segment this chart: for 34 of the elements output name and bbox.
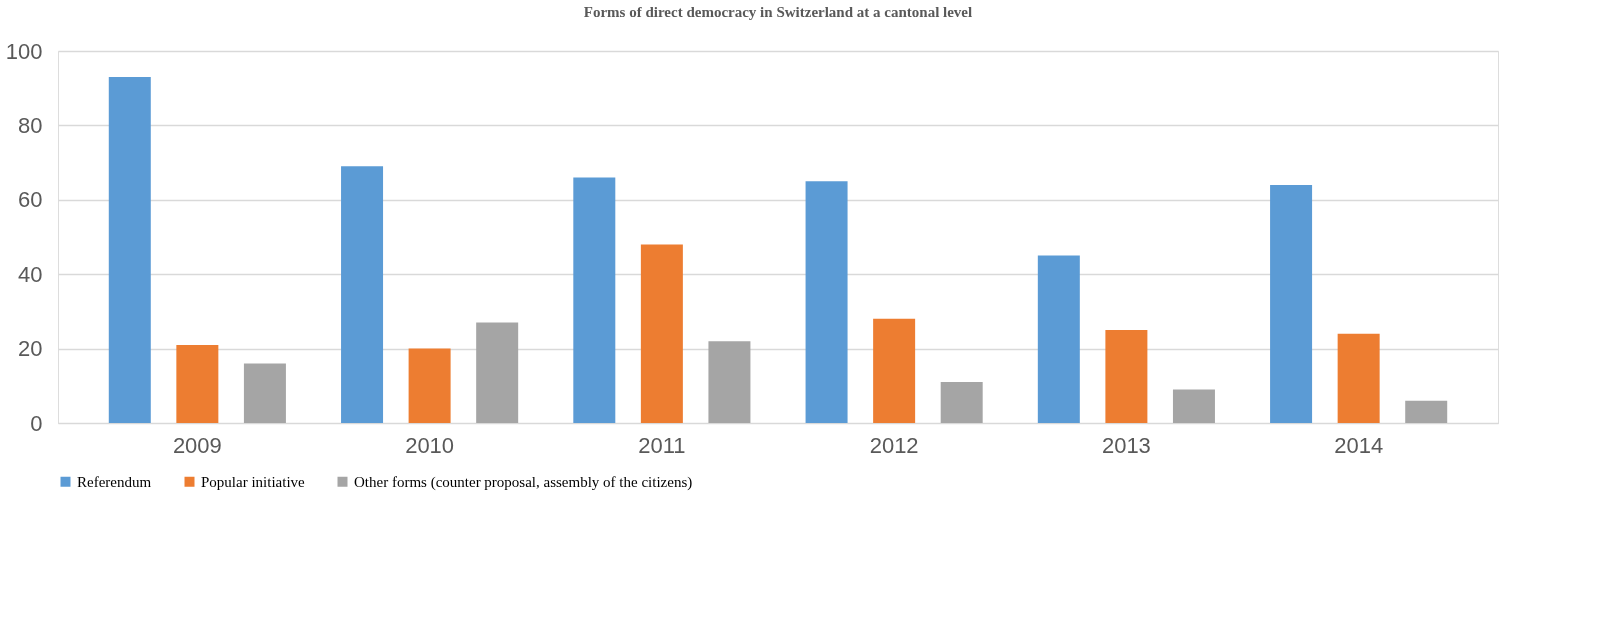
- y-tick-label: 20: [18, 336, 43, 362]
- x-tick-label: 2013: [1101, 432, 1151, 458]
- legend-label: Popular initiative: [201, 473, 306, 490]
- x-tick-label: 2011: [638, 432, 686, 458]
- y-tick-label: 60: [18, 187, 43, 213]
- x-tick-label: 2009: [172, 432, 222, 458]
- bar: [341, 166, 384, 423]
- y-tick-label: 80: [18, 112, 43, 138]
- bar: [108, 77, 151, 423]
- bar: [1405, 400, 1448, 423]
- bar: [640, 244, 683, 423]
- legend-label: Referendum: [77, 473, 152, 490]
- bar: [1270, 184, 1313, 423]
- bar: [805, 181, 848, 423]
- bar: [408, 348, 451, 423]
- bar: [940, 382, 983, 423]
- bar: [476, 322, 519, 423]
- y-tick-label: 0: [30, 410, 43, 436]
- x-tick-label: 2012: [869, 432, 919, 458]
- bar: [573, 177, 616, 423]
- x-tick-label: 2014: [1334, 432, 1384, 458]
- bar: [708, 341, 751, 423]
- bar: [243, 363, 286, 423]
- y-tick-label: 100: [5, 38, 43, 64]
- bar: [1337, 333, 1380, 423]
- chart-title: Forms of direct democracy in Switzerland at a cantonal level: [583, 4, 973, 20]
- x-tick-label: 2010: [405, 432, 455, 458]
- bar: [873, 318, 916, 423]
- bar: [176, 344, 219, 423]
- legend-label: Other forms (counter proposal, assembly of the citizens): [354, 473, 693, 491]
- bar: [1037, 255, 1080, 423]
- bar: [1172, 389, 1215, 423]
- bar: [1105, 330, 1148, 423]
- y-tick-label: 40: [18, 261, 43, 287]
